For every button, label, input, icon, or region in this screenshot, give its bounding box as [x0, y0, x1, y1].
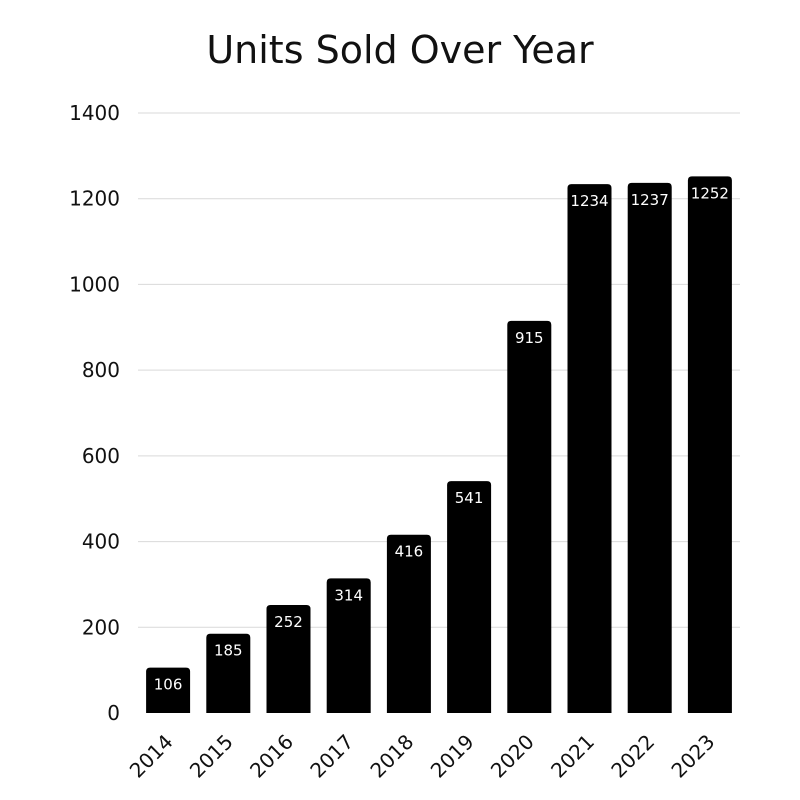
x-axis-ticks: 2014 2015 2016 2017 2018 2019 2020 2021 2022 2023 — [125, 730, 720, 783]
y-tick-label: 600 — [82, 444, 120, 468]
data-label-2015: 185 — [214, 642, 243, 660]
bar-2014 — [146, 667, 191, 713]
x-tick-label-2015: 2015 — [185, 730, 238, 783]
y-axis-ticks: 0 200 400 600 800 1000 1200 1400 — [69, 101, 120, 725]
bar-2020 — [507, 320, 552, 713]
bar-2015 — [206, 633, 251, 713]
bar-2022 — [627, 182, 672, 713]
x-tick-label-2022: 2022 — [606, 730, 659, 783]
x-tick-label-2018: 2018 — [365, 730, 418, 783]
y-tick-label: 0 — [107, 701, 120, 725]
data-label-2014: 106 — [154, 676, 183, 694]
x-tick-label-2014: 2014 — [125, 730, 178, 783]
x-tick-label-2017: 2017 — [305, 730, 358, 783]
y-tick-label: 1400 — [69, 101, 120, 125]
bar-2016 — [266, 605, 311, 713]
data-label-2017: 314 — [334, 586, 363, 604]
data-label-2020: 915 — [515, 329, 544, 347]
bar-2021 — [567, 184, 612, 714]
bar-2023 — [687, 176, 732, 713]
data-label-2021: 1234 — [570, 192, 608, 210]
bar-2017 — [326, 578, 371, 713]
bar-2018 — [386, 534, 431, 713]
bars — [146, 176, 732, 714]
y-tick-label: 400 — [82, 530, 120, 554]
data-label-2018: 416 — [395, 543, 424, 561]
y-tick-label: 800 — [82, 358, 120, 382]
x-tick-label-2021: 2021 — [546, 730, 599, 783]
y-tick-label: 200 — [82, 615, 120, 639]
x-tick-label-2020: 2020 — [486, 730, 539, 783]
y-tick-label: 1200 — [69, 187, 120, 211]
chart-title: Units Sold Over Year — [206, 28, 594, 72]
data-label-2016: 252 — [274, 613, 303, 631]
x-tick-label-2023: 2023 — [666, 730, 719, 783]
data-label-2022: 1237 — [631, 191, 669, 209]
y-tick-label: 1000 — [69, 272, 120, 296]
data-label-2023: 1252 — [691, 184, 729, 202]
data-label-2019: 541 — [455, 489, 484, 507]
x-tick-label-2016: 2016 — [245, 730, 298, 783]
x-tick-label-2019: 2019 — [426, 730, 479, 783]
data-labels: 106 185 252 314 416 541 915 1234 1237 1252 — [154, 184, 729, 693]
bar-2019 — [447, 481, 492, 713]
